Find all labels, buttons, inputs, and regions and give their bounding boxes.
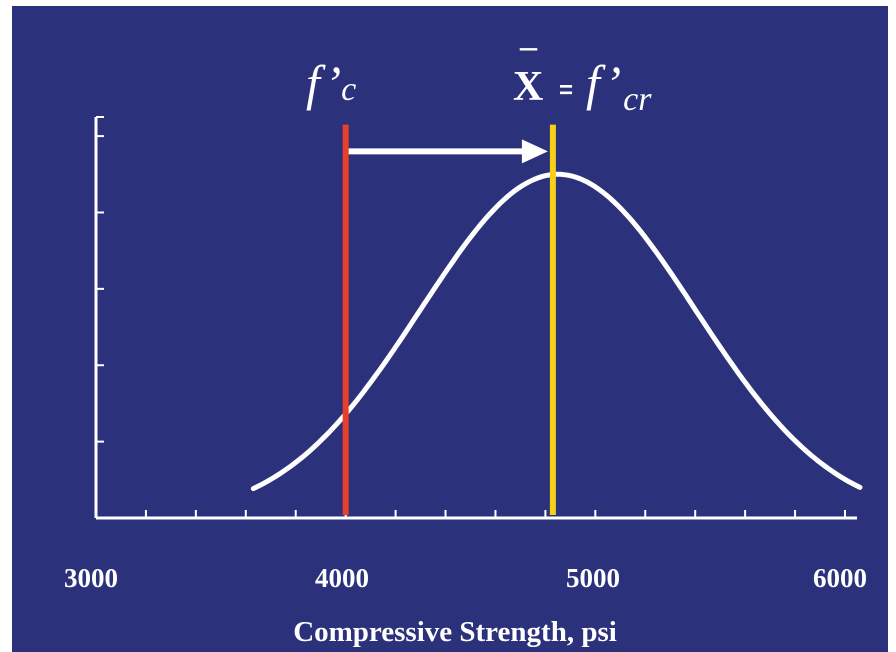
x-tick-label-4000: 4000 — [315, 563, 369, 593]
x-tick-label-5000: 5000 — [566, 563, 620, 593]
x-tick-label-6000: 6000 — [813, 563, 867, 593]
fcr-annotation: f’cr — [586, 55, 652, 118]
arrow-head — [522, 139, 548, 163]
equals-sign: = — [559, 77, 573, 104]
xbar-overline: _ — [519, 17, 538, 54]
xbar-symbol: X — [513, 64, 543, 110]
x-axis-title: Compressive Strength, psi — [293, 616, 617, 648]
fc-annotation: f’c — [306, 55, 356, 111]
x-tick-label-3000: 3000 — [64, 563, 118, 593]
